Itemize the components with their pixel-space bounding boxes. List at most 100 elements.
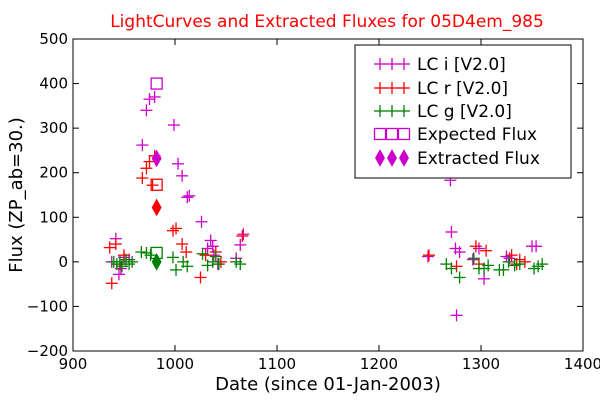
plus-point (445, 225, 458, 238)
legend-marker (385, 127, 399, 141)
plus-point (450, 260, 463, 273)
plus-point (201, 242, 214, 255)
plus-point (530, 240, 543, 253)
legend-marker (386, 58, 398, 70)
plus-point (146, 179, 159, 192)
plus-point (110, 258, 123, 271)
chart-title: LightCurves and Extracted Fluxes for 05D… (110, 12, 544, 32)
plus-point (148, 90, 161, 103)
plus-point (123, 258, 136, 271)
y-tick-label: −200 (27, 342, 68, 360)
square-point (150, 77, 163, 90)
y-tick-label: 400 (39, 75, 68, 93)
x-tick-label: 900 (59, 355, 88, 373)
plus-point (112, 268, 125, 281)
y-tick-label: 300 (39, 119, 68, 137)
plus-point (170, 263, 183, 276)
legend-marker (374, 105, 386, 117)
plus-point (172, 157, 185, 170)
plus-point (469, 240, 482, 253)
legend-marker (399, 149, 409, 167)
y-tick-label: 500 (39, 30, 68, 48)
plus-point (143, 93, 156, 106)
y-axis-label: Flux (ZP_ab=30.) (6, 117, 27, 273)
legend-marker (374, 58, 386, 70)
legend-label: LC g [V2.0] (417, 102, 512, 122)
plus-point (180, 246, 193, 259)
plus-point (115, 260, 128, 273)
x-tick-label: 1000 (156, 355, 194, 373)
plus-point (508, 259, 521, 272)
plus-point (536, 258, 549, 271)
plus-point (482, 259, 495, 272)
legend-marker (398, 82, 410, 94)
plus-point (212, 258, 225, 271)
y-tick-label: 100 (39, 208, 68, 226)
legend-label: LC r [V2.0] (417, 79, 508, 99)
plus-point (445, 262, 458, 275)
legend-marker (386, 82, 398, 94)
plus-point (135, 246, 148, 259)
plus-point (467, 252, 480, 265)
x-axis-label: Date (since 01-Jan-2003) (215, 374, 441, 395)
x-tick-label: 1200 (360, 355, 398, 373)
legend-marker (387, 149, 397, 167)
x-tick-label: 1300 (462, 355, 500, 373)
legend-label: LC i [V2.0] (417, 55, 506, 75)
plus-point (136, 139, 149, 152)
plus-point (234, 238, 247, 251)
legend-marker (398, 105, 410, 117)
plus-point (497, 263, 510, 276)
plus-point (181, 260, 194, 273)
plus-point (140, 104, 153, 117)
plus-point (422, 249, 435, 262)
plus-point (204, 234, 217, 247)
plus-point (505, 249, 518, 262)
axis-ticks: 900 1000 1100 1200 1300 1400 −200 −100 0 100 200 30… (27, 30, 600, 373)
legend-marker (386, 105, 398, 117)
plus-point (105, 277, 118, 290)
x-tick-label: 1100 (258, 355, 296, 373)
plus-point (199, 249, 212, 262)
plus-point (126, 255, 139, 268)
square-point (150, 178, 163, 191)
plus-point (206, 255, 219, 268)
plus-point (513, 258, 526, 271)
plus-point (183, 189, 196, 202)
legend-marker (397, 127, 411, 141)
plus-point (502, 255, 515, 268)
plus-point (206, 240, 219, 253)
legend-label: Expected Flux (417, 125, 537, 145)
plus-point (421, 250, 434, 263)
y-tick-label: −100 (27, 297, 68, 315)
diamond-point (151, 253, 162, 271)
plus-point (466, 253, 479, 266)
data-marks (103, 77, 549, 322)
diamond-point (151, 198, 162, 217)
legend: LC i [V2.0] LC r [V2.0] LC g [V2.0] Expecte… (354, 44, 572, 179)
plus-point (236, 230, 249, 243)
legend-marker (373, 127, 387, 141)
plus-point (450, 309, 463, 322)
y-tick-label: 200 (39, 164, 68, 182)
plus-point (472, 242, 485, 255)
plus-point (167, 119, 180, 132)
legend-marker (374, 82, 386, 94)
legend-marker (375, 149, 385, 167)
plus-point (176, 169, 189, 182)
plus-point (109, 238, 122, 251)
plus-point (500, 250, 513, 263)
plus-point (234, 258, 247, 271)
plus-point (176, 238, 189, 251)
plus-point (140, 162, 153, 175)
diamond-point (151, 149, 162, 168)
plus-point (209, 250, 222, 263)
plus-point (195, 215, 208, 228)
plus-point (196, 247, 209, 260)
legend-label: Extracted Flux (417, 149, 540, 169)
plus-point (453, 271, 466, 284)
plus-point (518, 255, 531, 268)
plus-point (181, 191, 194, 204)
plus-point (136, 172, 149, 185)
